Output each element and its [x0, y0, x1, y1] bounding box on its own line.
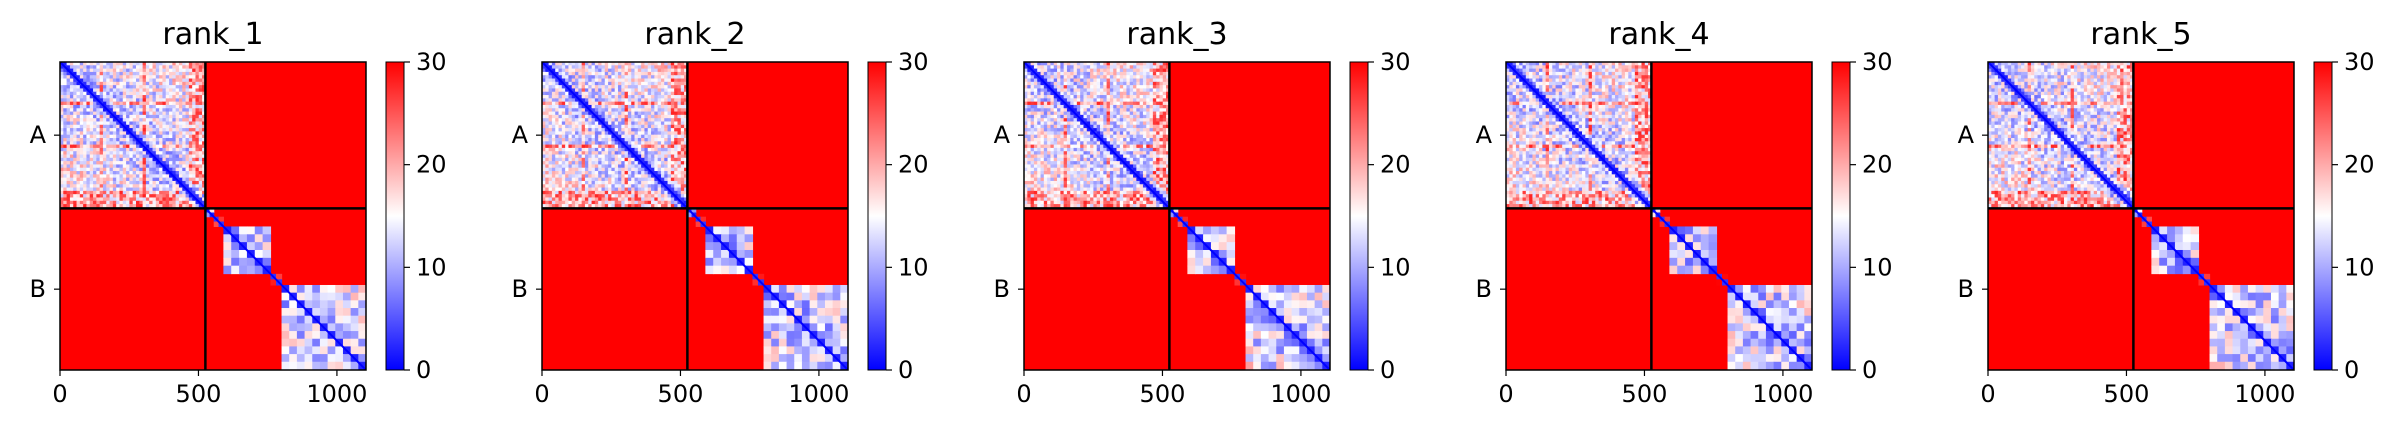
- heatmap-image: [1024, 62, 1330, 370]
- colorbar: [2313, 61, 2333, 371]
- colorbar: [385, 61, 405, 371]
- heatmap-panel-5: rank_5 A B 0 500 1000 0 10 20 30: [1958, 17, 2375, 408]
- x-tick-label: 500: [1622, 380, 1668, 408]
- panel-title: rank_1: [162, 17, 263, 52]
- x-tick-label: 0: [534, 380, 549, 408]
- x-tick-label: 500: [658, 380, 704, 408]
- colorbar-tick-label: 30: [1380, 48, 1411, 76]
- y-tick-label: B: [512, 275, 528, 303]
- axes-frame: [1505, 61, 1813, 371]
- diagonal: [1988, 62, 2294, 370]
- x-tick-label: 0: [52, 380, 67, 408]
- axes-frame: [1987, 61, 2295, 371]
- diagonal: [1506, 62, 1812, 370]
- heatmap-image: [60, 62, 366, 370]
- colorbar-tick-label: 20: [898, 151, 929, 179]
- axes-frame: [59, 61, 367, 371]
- colorbar-tick-label: 20: [416, 151, 447, 179]
- axes-frame: [1023, 61, 1331, 371]
- heatmap-panel-1: rank_1 A B 0 500 1000 0 10 20 30: [30, 17, 447, 408]
- colorbar-tick-label: 10: [898, 253, 929, 281]
- x-tick-label: 500: [176, 380, 222, 408]
- y-tick-label: B: [1476, 275, 1492, 303]
- colorbar-tick-label: 20: [1862, 151, 1893, 179]
- colorbar-tick-label: 30: [416, 48, 447, 76]
- diagonal: [542, 62, 848, 370]
- y-tick-label: A: [1476, 121, 1493, 149]
- x-tick-label: 0: [1016, 380, 1031, 408]
- colorbar-tick-label: 30: [898, 48, 929, 76]
- heatmap-image: [1506, 62, 1812, 370]
- x-tick-label: 0: [1980, 380, 1995, 408]
- y-tick-label: B: [1958, 275, 1974, 303]
- colorbar-tick-label: 30: [1862, 48, 1893, 76]
- colorbar: [867, 61, 887, 371]
- colorbar-tick-label: 10: [2344, 253, 2375, 281]
- heatmap-panel-3: rank_3 A B 0 500 1000 0 10 20 30: [994, 17, 1411, 408]
- x-tick-label: 500: [2104, 380, 2150, 408]
- y-tick-label: A: [512, 121, 529, 149]
- panel-title: rank_4: [1608, 17, 1709, 52]
- heatmap-image: [1988, 62, 2294, 370]
- heatmap-panel-2: rank_2 A B 0 500 1000 0 10 20 30: [512, 17, 929, 408]
- colorbar: [1349, 61, 1369, 371]
- axes-frame: [541, 61, 849, 371]
- y-tick-label: B: [994, 275, 1010, 303]
- heatmap-image: [542, 62, 848, 370]
- panel-title: rank_2: [644, 17, 745, 52]
- colorbar-tick-label: 0: [416, 356, 431, 384]
- colorbar-tick-label: 20: [2344, 151, 2375, 179]
- colorbar-tick-label: 10: [416, 253, 447, 281]
- colorbar-tick-label: 0: [898, 356, 913, 384]
- x-tick-label: 500: [1140, 380, 1186, 408]
- heatmap-panel-4: rank_4 A B 0 500 1000 0 10 20 30: [1476, 17, 1893, 408]
- y-tick-label: A: [1958, 121, 1975, 149]
- colorbar: [1831, 61, 1851, 371]
- x-tick-label: 0: [1498, 380, 1513, 408]
- x-tick-label: 1000: [788, 380, 849, 408]
- x-tick-label: 1000: [1270, 380, 1331, 408]
- colorbar-tick-label: 0: [1380, 356, 1395, 384]
- x-tick-label: 1000: [306, 380, 367, 408]
- y-tick-label: A: [30, 121, 47, 149]
- colorbar-tick-label: 20: [1380, 151, 1411, 179]
- x-tick-label: 1000: [2234, 380, 2295, 408]
- colorbar-tick-label: 10: [1862, 253, 1893, 281]
- colorbar-tick-label: 10: [1380, 253, 1411, 281]
- panel-title: rank_3: [1126, 17, 1227, 52]
- colorbar-tick-label: 0: [2344, 356, 2359, 384]
- diagonal: [60, 62, 366, 370]
- x-tick-label: 1000: [1752, 380, 1813, 408]
- colorbar-tick-label: 30: [2344, 48, 2375, 76]
- panel-title: rank_5: [2090, 17, 2191, 52]
- y-tick-label: A: [994, 121, 1011, 149]
- y-tick-label: B: [30, 275, 46, 303]
- colorbar-tick-label: 0: [1862, 356, 1877, 384]
- diagonal: [1024, 62, 1330, 370]
